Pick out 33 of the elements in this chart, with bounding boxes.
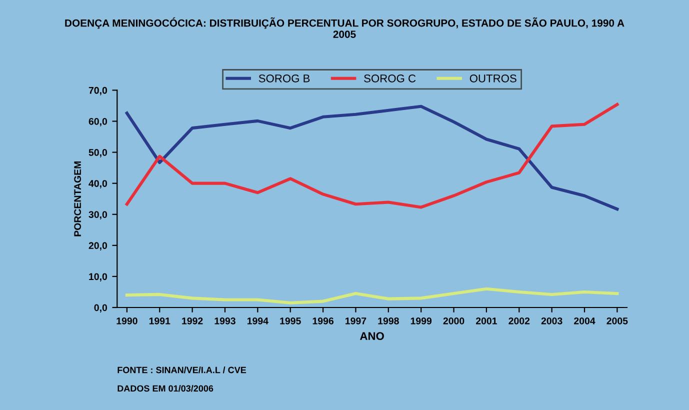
- x-tick-label: 1995: [280, 317, 301, 324]
- x-tick-label: 2005: [606, 317, 628, 324]
- text: DADOS EM 01/03/2006: [118, 385, 214, 392]
- y-tick-label: 10,0: [89, 273, 108, 282]
- x-tick-label: 1994: [247, 317, 268, 324]
- legend-label: SOROG C: [364, 74, 416, 82]
- x-tick-label: 2004: [574, 317, 596, 324]
- x-tick-label: 2002: [508, 317, 530, 324]
- x-tick-label: 1990: [116, 317, 138, 324]
- line-series: [125, 287, 619, 304]
- x-tick-label: 1991: [149, 317, 170, 324]
- x-tick-label: 2003: [541, 317, 562, 324]
- x-tick-label: 1993: [214, 317, 236, 324]
- x-axis-title: ANO: [360, 332, 384, 340]
- x-tick-label: 1996: [312, 317, 334, 324]
- x-tick-label: 1992: [182, 317, 203, 324]
- x-tick-label: 2001: [476, 317, 497, 324]
- chart-title: DOENÇA MENINGOCÓCICA: DISTRIBUIÇÃO PERCENTUAL POR SOROGRUPO, ESTADO DE SÃO PAULO, 1990 A 2005: [65, 17, 624, 38]
- y-tick-label: 40,0: [88, 180, 108, 188]
- y-tick-label: 0,0: [94, 304, 108, 313]
- y-tick-label: 50,0: [88, 149, 108, 158]
- y-tick-label: 20,0: [88, 242, 108, 250]
- y-tick-label: 60,0: [88, 118, 108, 126]
- y-tick-label: 30,0: [88, 211, 108, 220]
- x-tick-label: 1997: [346, 317, 366, 324]
- x-tick-label: 1998: [378, 317, 399, 324]
- legend-label: SOROG B: [258, 74, 310, 82]
- y-axis-title: PORCENTAGEM: [74, 162, 82, 236]
- x-tick-label: 1999: [410, 317, 432, 324]
- x-tick-label: 2000: [443, 317, 464, 324]
- source-note: FONTE : SINAN/VE/I.A.L / CVE: [118, 366, 246, 374]
- legend-label: OUTROS: [470, 74, 516, 82]
- y-tick-label: 70,0: [88, 86, 108, 96]
